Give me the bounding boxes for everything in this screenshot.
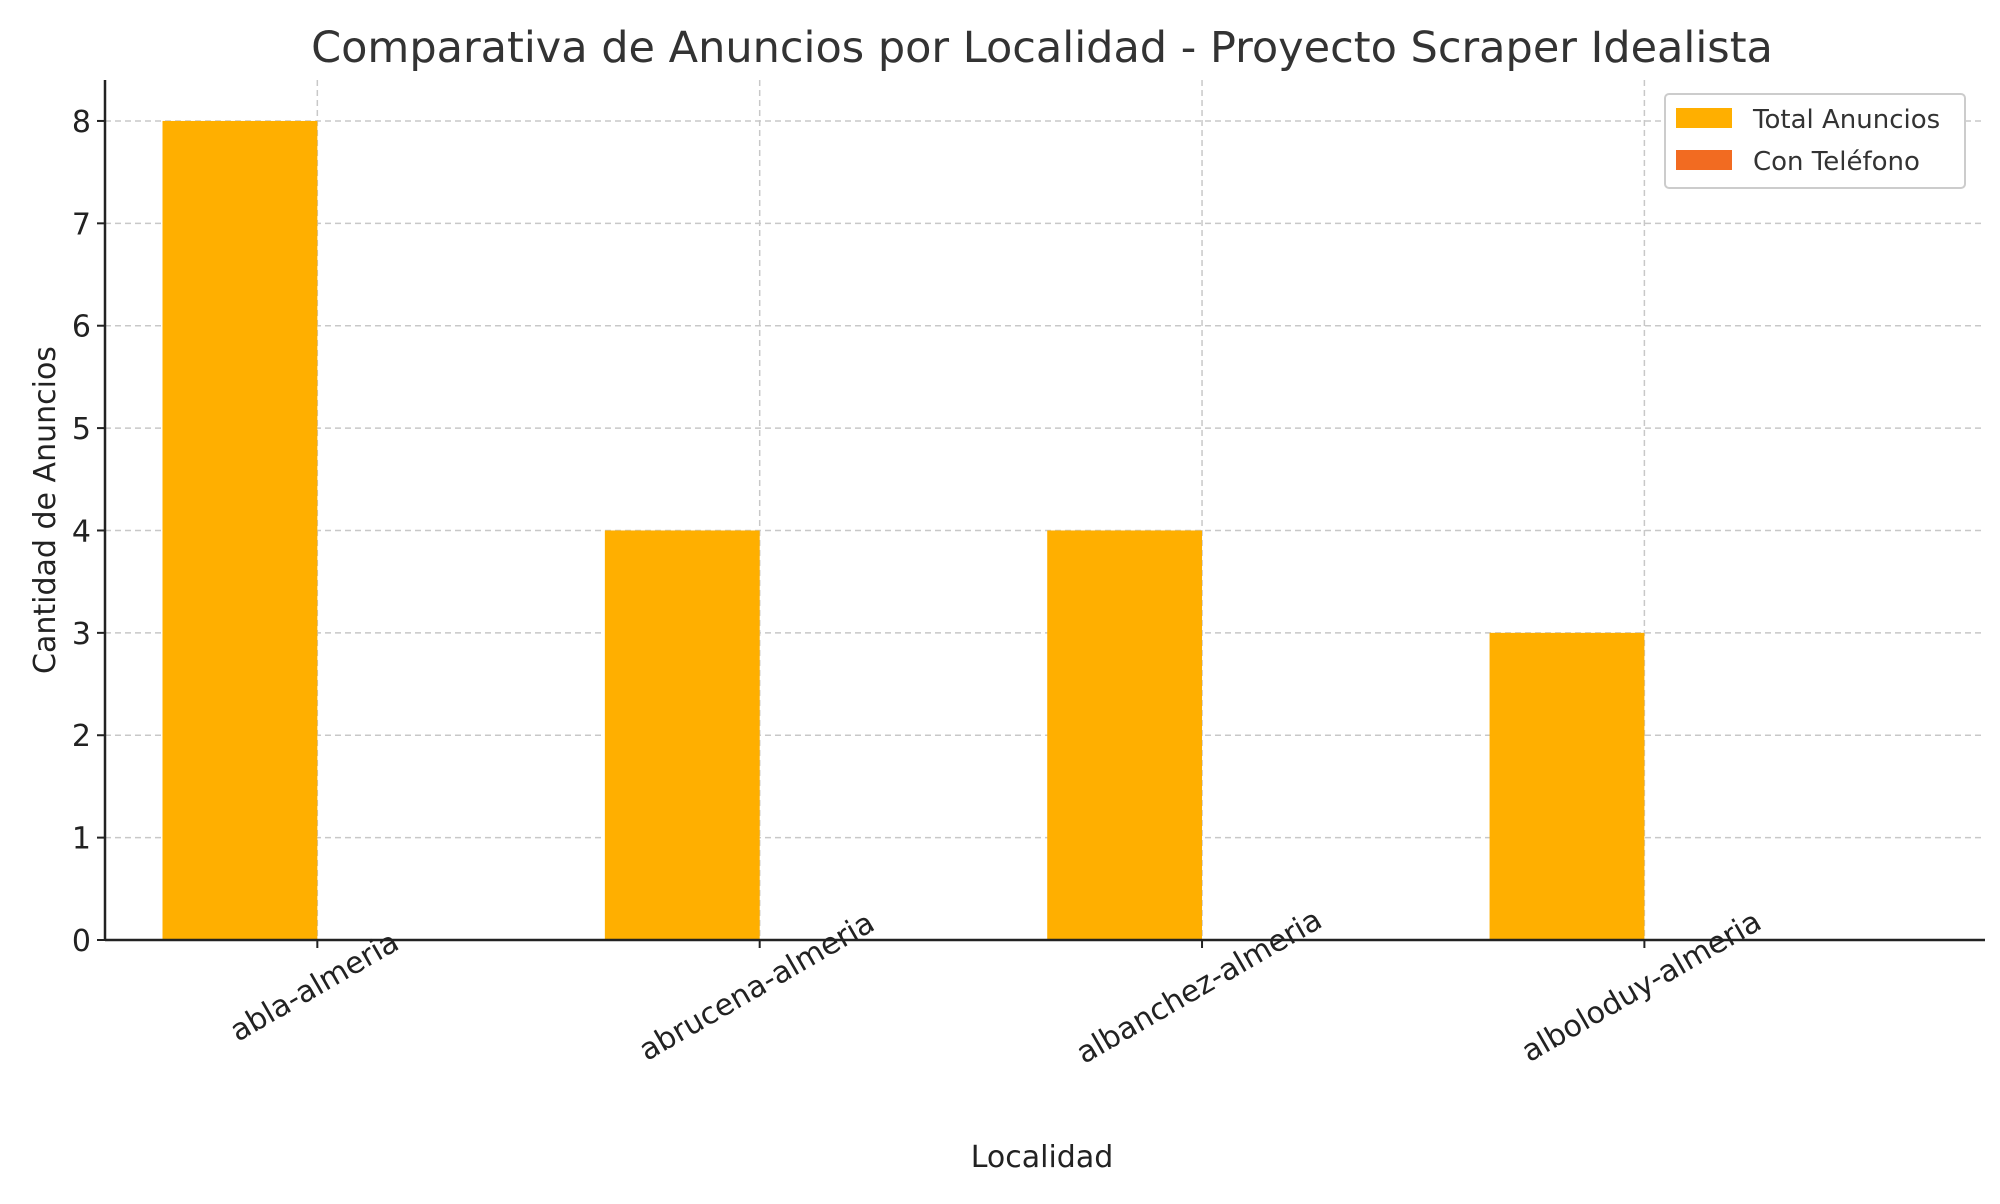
legend-frame	[1664, 93, 1966, 189]
legend-label-con-telefono: Con Teléfono	[1753, 147, 1920, 177]
grid-lines	[105, 80, 1985, 940]
bar-total-anuncios-abla-almeria	[162, 120, 318, 940]
y-axis-ticks: 0 1 2 3 4 5 6 7 8	[72, 105, 105, 959]
bars	[162, 120, 1645, 940]
chart-title: Comparativa de Anuncios por Localidad - …	[311, 23, 1773, 73]
y-tick-label: 8	[72, 105, 91, 140]
x-axis-label: Localidad	[971, 1140, 1114, 1175]
y-tick-label: 7	[72, 207, 91, 242]
y-tick-label: 4	[72, 514, 91, 549]
y-tick-label: 6	[72, 310, 91, 345]
legend-swatch-total-anuncios	[1676, 108, 1732, 128]
y-tick-label: 0	[72, 924, 91, 959]
x-tick-label: abla-almeria	[224, 925, 405, 1050]
bar-total-anuncios-albanchez-almeria	[1047, 530, 1203, 940]
bar-total-anuncios-abrucena-almeria	[604, 530, 760, 940]
bar-total-anuncios-alboloduy-almeria	[1489, 632, 1645, 940]
y-tick-label: 5	[72, 412, 91, 447]
y-tick-label: 1	[72, 822, 91, 857]
y-tick-label: 3	[72, 617, 91, 652]
legend-swatch-con-telefono	[1676, 150, 1732, 170]
legend: Total Anuncios Con Teléfono	[1664, 93, 1966, 189]
legend-label-total-anuncios: Total Anuncios	[1752, 105, 1940, 135]
axes	[103, 80, 1985, 942]
y-axis-label: Cantidad de Anuncios	[28, 346, 63, 674]
y-tick-label: 2	[72, 719, 91, 754]
